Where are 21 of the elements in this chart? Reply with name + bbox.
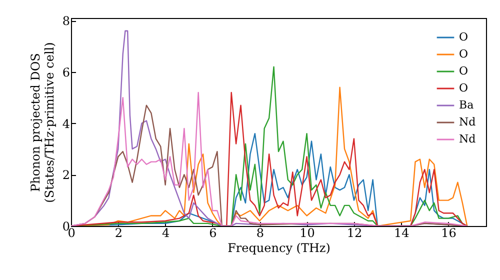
- x-tick-label: 4: [162, 226, 170, 240]
- x-tick-label: 2: [114, 226, 122, 240]
- x-tick-label: 12: [346, 226, 362, 240]
- legend-label: Nd: [459, 116, 476, 128]
- legend-label: Ba: [459, 98, 474, 112]
- y-tick-label: 2: [62, 168, 70, 182]
- y-tick-label: 6: [62, 65, 70, 80]
- x-tick-label: 10: [300, 226, 315, 240]
- legend-label: O: [459, 30, 468, 44]
- legend-label: O: [459, 82, 468, 94]
- x-axis-title: Frequency (THz): [228, 241, 330, 255]
- legend-label: O: [459, 48, 468, 60]
- x-tick-label: 6: [209, 226, 217, 240]
- y-tick-label: 4: [62, 116, 70, 131]
- y-tick-label: 8: [62, 14, 70, 28]
- x-tick-label: 16: [441, 226, 456, 240]
- legend-label: Nd: [459, 132, 476, 146]
- y-axis-title: Phonon projected DOS (States/THz·primitive cell): [28, 42, 56, 203]
- x-tick-label: 8: [256, 226, 264, 240]
- x-tick-label: 14: [394, 226, 410, 240]
- legend-label: O: [459, 64, 468, 78]
